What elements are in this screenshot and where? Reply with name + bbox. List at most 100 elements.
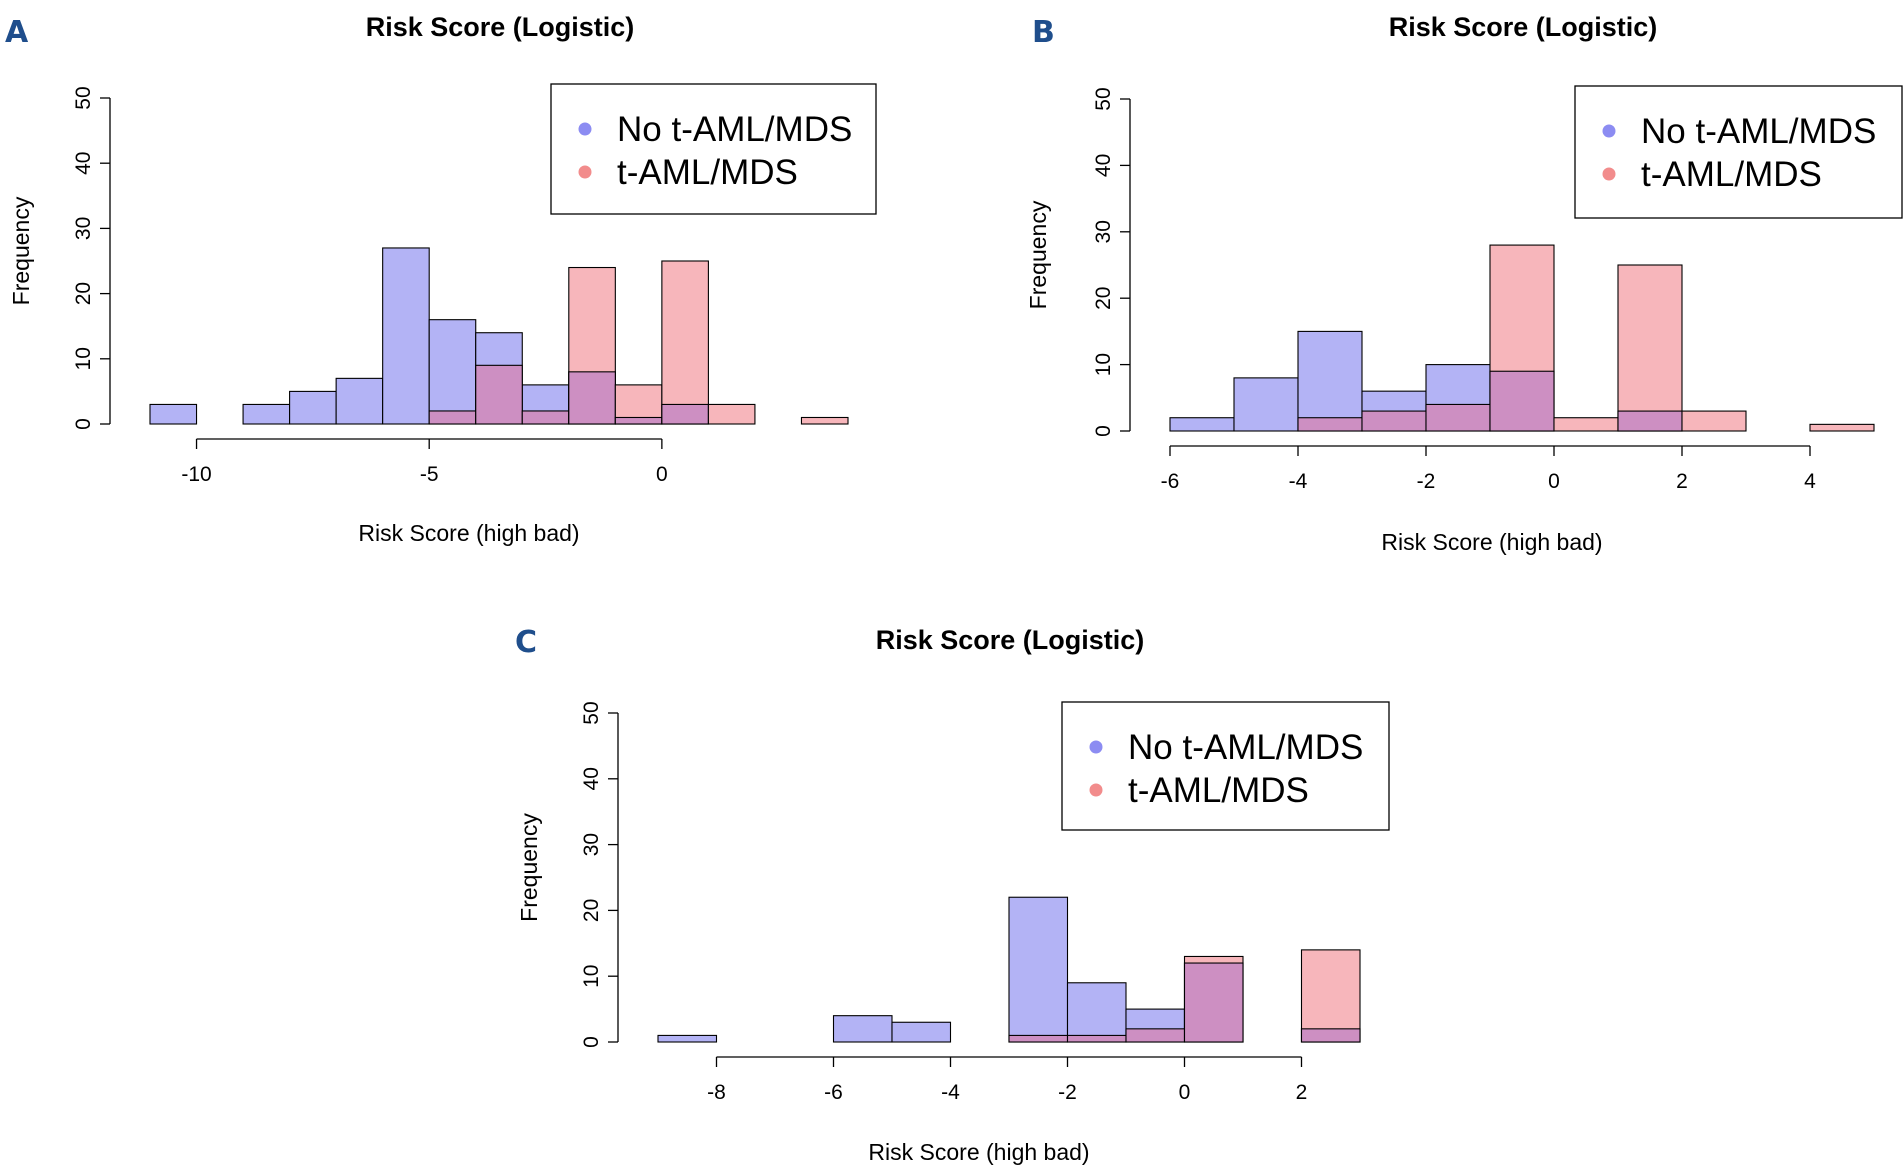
legend-label-no-taml: No t-AML/MDS	[1641, 112, 1876, 151]
x-tick-label: -6	[1161, 470, 1180, 493]
legend-label-no-taml: No t-AML/MDS	[1128, 728, 1363, 767]
legend-label-taml: t-AML/MDS	[1128, 771, 1309, 810]
bars-group	[149, 247, 849, 425]
legend-label-taml: t-AML/MDS	[617, 153, 798, 192]
x-axis-label: Risk Score (high bad)	[1381, 529, 1602, 555]
x-tick-label: 2	[1676, 470, 1688, 493]
legend-marker-taml	[1602, 167, 1616, 181]
y-tick-label: 40	[580, 767, 603, 790]
bar-taml	[707, 403, 756, 425]
legend: No t-AML/MDS t-AML/MDS	[1574, 85, 1903, 219]
y-tick-label: 40	[72, 152, 95, 175]
bar-overlap	[1617, 410, 1683, 432]
x-axis-label: Risk Score (high bad)	[868, 1139, 1089, 1165]
y-tick-label: 30	[72, 217, 95, 240]
legend-label-taml: t-AML/MDS	[1641, 155, 1822, 194]
x-tick-label: -2	[1417, 470, 1436, 493]
legend: No t-AML/MDS t-AML/MDS	[550, 83, 877, 215]
y-tick-label: 20	[580, 899, 603, 922]
y-tick-label: 20	[72, 282, 95, 305]
bar-no-taml	[428, 319, 477, 425]
y-tick-label: 10	[580, 965, 603, 988]
bar-taml	[475, 364, 523, 425]
bar-overlap	[1300, 1028, 1361, 1043]
legend-marker-taml	[1089, 783, 1103, 797]
legend-marker-no-taml	[1089, 740, 1103, 754]
bar-taml	[1681, 410, 1747, 432]
bar-overlap	[1183, 962, 1244, 1043]
x-tick-label: 4	[1804, 470, 1816, 493]
bar-no-taml	[335, 377, 384, 425]
y-tick-label: 50	[72, 86, 95, 109]
bar-taml	[1297, 417, 1363, 432]
bar-no-taml	[891, 1021, 952, 1043]
bar-overlap	[661, 403, 709, 425]
x-tick-label: 0	[656, 463, 668, 486]
y-axis-label: Frequency	[1025, 200, 1051, 309]
y-tick-label: 40	[1092, 154, 1115, 177]
y-axis-label: Frequency	[8, 196, 34, 305]
y-tick-label: 20	[1092, 287, 1115, 310]
legend-box	[550, 83, 877, 215]
x-axis-label: Risk Score (high bad)	[358, 520, 579, 546]
y-tick-label: 0	[1092, 425, 1115, 437]
bar-taml	[1425, 403, 1491, 432]
panel-a: A Risk Score (Logistic) 0 10 20 30 40 50 -10 -5 0 R…	[5, 12, 877, 546]
x-tick-label: 0	[1548, 470, 1560, 493]
bars-group	[657, 896, 1361, 1043]
y-tick-label: 0	[72, 418, 95, 430]
x-tick-label: -4	[941, 1081, 960, 1104]
panel-letter: C	[515, 625, 537, 660]
bar-taml	[800, 416, 849, 425]
bar-no-taml	[1297, 330, 1363, 432]
bar-no-taml	[1169, 417, 1235, 432]
panel-b: B Risk Score (Logistic) 0 10 20 30 40 50 -6 -4 -2 0…	[1025, 12, 1903, 555]
y-tick-label: 30	[1092, 220, 1115, 243]
panel-letter: B	[1032, 15, 1055, 50]
y-tick-label: 0	[580, 1036, 603, 1048]
panel-letter: A	[5, 15, 29, 50]
bar-overlap	[1489, 370, 1555, 432]
y-tick-label: 10	[72, 347, 95, 370]
bar-taml	[1066, 1034, 1127, 1043]
x-tick-label: 2	[1296, 1081, 1308, 1104]
bars-group	[1169, 244, 1875, 432]
y-tick-label: 30	[580, 833, 603, 856]
y-tick-label: 50	[1092, 87, 1115, 110]
legend-label-no-taml: No t-AML/MDS	[617, 110, 852, 149]
bar-no-taml	[149, 403, 198, 425]
x-tick-label: -2	[1058, 1081, 1077, 1104]
x-tick-label: -6	[824, 1081, 843, 1104]
bar-no-taml	[1233, 377, 1299, 432]
y-axis-label: Frequency	[516, 813, 542, 922]
bar-taml	[1008, 1034, 1069, 1043]
bar-taml	[521, 410, 570, 425]
x-tick-label: -10	[181, 463, 211, 486]
legend: No t-AML/MDS t-AML/MDS	[1061, 701, 1390, 831]
bar-no-taml	[832, 1015, 893, 1043]
bar-taml	[1617, 264, 1683, 432]
chart-title: Risk Score (Logistic)	[1389, 12, 1658, 42]
bar-taml	[1553, 417, 1619, 432]
y-tick-label: 50	[580, 701, 603, 724]
bar-taml	[1300, 949, 1361, 1043]
bar-no-taml	[1008, 896, 1069, 1043]
bar-no-taml	[289, 390, 337, 425]
legend-marker-no-taml	[578, 122, 592, 136]
bar-taml	[1125, 1028, 1186, 1043]
x-tick-label: 0	[1179, 1081, 1191, 1104]
bar-no-taml	[657, 1034, 718, 1043]
bar-no-taml	[382, 247, 430, 425]
bar-overlap	[614, 416, 663, 425]
bar-no-taml	[242, 403, 291, 425]
x-tick-label: -5	[420, 463, 439, 486]
legend-marker-taml	[578, 165, 592, 179]
bar-taml	[428, 410, 477, 425]
bar-taml	[661, 260, 709, 425]
legend-box	[1574, 85, 1903, 219]
x-tick-label: -8	[707, 1081, 726, 1104]
legend-marker-no-taml	[1602, 124, 1616, 138]
chart-title: Risk Score (Logistic)	[876, 625, 1145, 655]
